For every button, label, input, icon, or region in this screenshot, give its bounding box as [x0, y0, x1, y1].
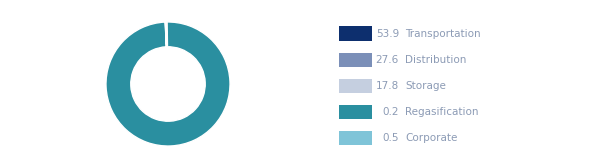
Wedge shape	[106, 22, 230, 146]
Text: Corporate: Corporate	[405, 133, 457, 143]
Text: 53.9: 53.9	[376, 29, 399, 39]
Text: 0.5: 0.5	[383, 133, 399, 143]
Wedge shape	[166, 22, 167, 47]
Wedge shape	[154, 22, 230, 146]
Text: 0.2: 0.2	[383, 107, 399, 117]
Wedge shape	[111, 22, 166, 69]
Text: 27.6: 27.6	[376, 55, 399, 65]
Text: Regasification: Regasification	[405, 107, 479, 117]
Text: 17.8: 17.8	[376, 81, 399, 91]
Text: Distribution: Distribution	[405, 55, 466, 65]
Text: Storage: Storage	[405, 81, 446, 91]
Text: Transportation: Transportation	[405, 29, 481, 39]
Wedge shape	[106, 60, 159, 144]
